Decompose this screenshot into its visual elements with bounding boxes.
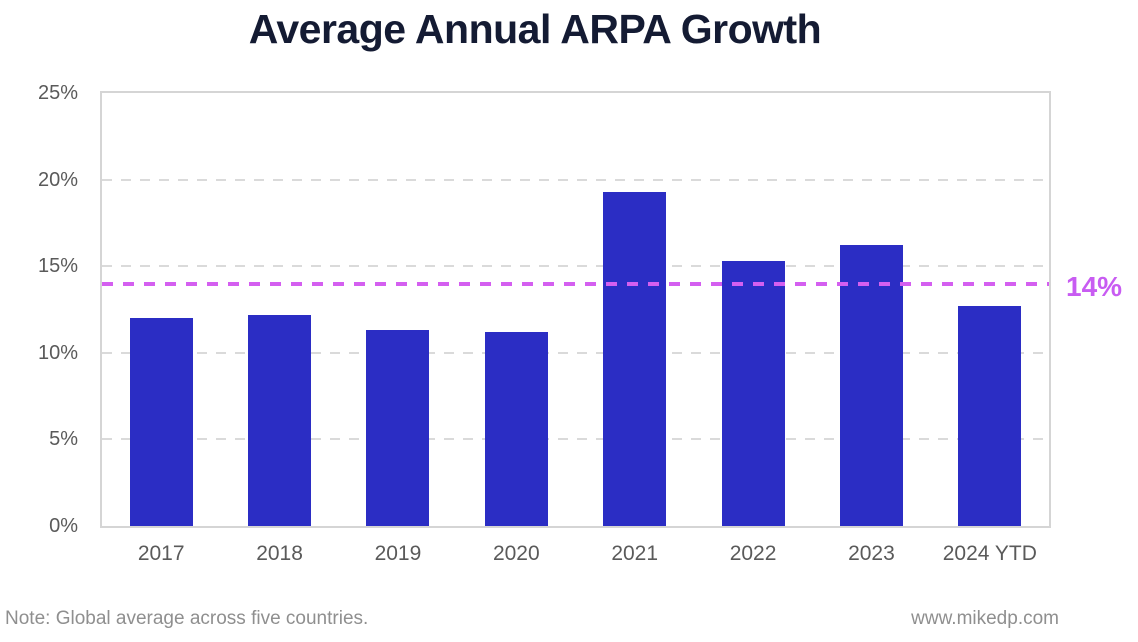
x-tick-label-2018: 2018: [256, 542, 303, 565]
gridline-10-percent: [102, 351, 1049, 354]
bar-2019: [366, 330, 430, 526]
bar-2023: [839, 245, 903, 526]
bar-2024-ytd: [958, 306, 1022, 526]
bar-2022: [721, 261, 785, 526]
bar-2017: [129, 318, 193, 526]
y-tick-label-15: 15%: [37, 255, 78, 278]
y-tick-label-25: 25%: [37, 82, 78, 104]
bar-2018: [248, 314, 312, 526]
x-tick-label-2021: 2021: [611, 542, 659, 565]
x-tick-label-2024-ytd: 2024 YTD: [942, 542, 1037, 565]
y-tick-label-20: 20%: [37, 168, 78, 191]
gridline-15-percent: [102, 265, 1049, 268]
gridline-20-percent: [102, 178, 1049, 181]
reference-line-14-percent: [102, 281, 1049, 286]
y-tick-label-10: 10%: [37, 341, 78, 364]
x-tick-label-2017: 2017: [137, 542, 185, 565]
footnote-text: Note: Global average across five countri…: [5, 608, 369, 629]
x-tick-label-2019: 2019: [374, 542, 422, 565]
website-text: www.mikedp.com: [911, 608, 1059, 629]
chart-title: Average Annual ARPA Growth: [248, 6, 822, 52]
bar-2021: [603, 191, 667, 526]
y-tick-label-5: 5%: [49, 428, 78, 451]
x-tick-label-2020: 2020: [492, 542, 540, 565]
x-tick-label-2022: 2022: [729, 542, 777, 565]
bar-2020: [484, 332, 548, 526]
x-tick-label-2023: 2023: [848, 542, 895, 565]
gridline-5-percent: [102, 438, 1049, 441]
plot-area: [100, 91, 1051, 528]
reference-line-label: 14%: [1066, 271, 1123, 302]
y-tick-label-0: 0%: [49, 515, 78, 537]
